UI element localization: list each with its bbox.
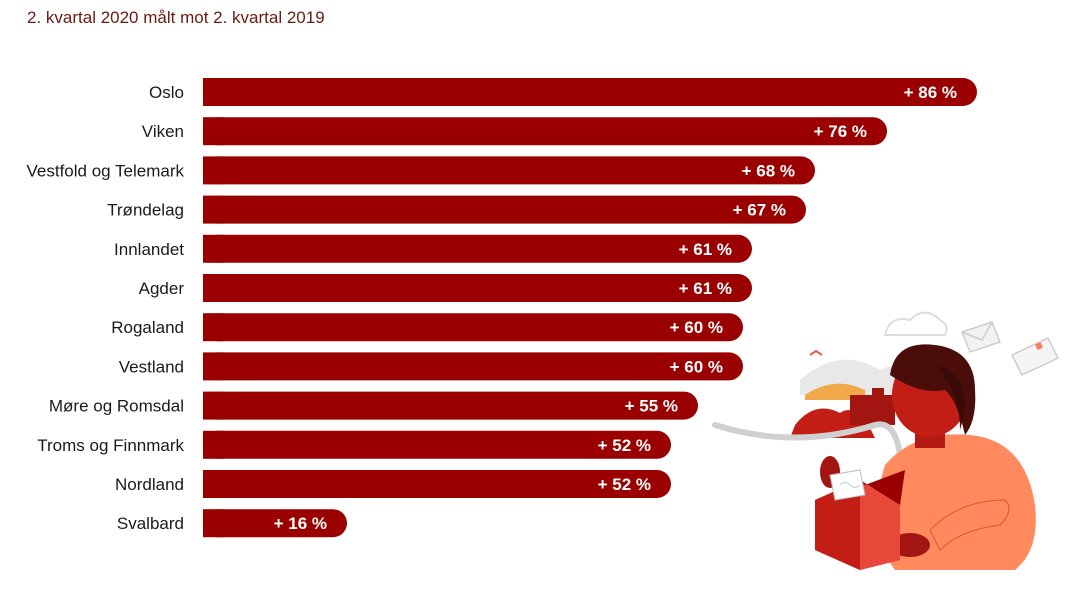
value-label: + 60 % bbox=[670, 318, 723, 337]
category-label: Agder bbox=[139, 279, 185, 298]
category-label: Trøndelag bbox=[107, 201, 184, 220]
bar bbox=[203, 313, 743, 342]
category-label: Vestland bbox=[119, 357, 184, 376]
value-label: + 16 % bbox=[274, 514, 327, 533]
category-label: Møre og Romsdal bbox=[49, 397, 184, 416]
value-label: + 52 % bbox=[598, 436, 651, 455]
bar bbox=[203, 391, 698, 420]
bar-left-edge bbox=[203, 117, 223, 146]
bar bbox=[203, 78, 977, 106]
bar-left-edge bbox=[203, 234, 223, 263]
bar-left-edge bbox=[203, 274, 223, 302]
category-label: Rogaland bbox=[111, 318, 184, 337]
bar bbox=[203, 234, 752, 263]
bar bbox=[203, 274, 752, 302]
bar bbox=[203, 156, 815, 185]
category-label: Nordland bbox=[115, 475, 184, 494]
bar bbox=[203, 195, 806, 224]
bar-left-edge bbox=[203, 195, 223, 224]
value-label: + 61 % bbox=[679, 240, 732, 259]
bar-left-edge bbox=[203, 470, 223, 498]
bar-left-edge bbox=[203, 78, 223, 106]
bar bbox=[203, 117, 887, 146]
bar bbox=[203, 352, 743, 381]
value-label: + 86 % bbox=[904, 83, 957, 102]
category-label: Vestfold og Telemark bbox=[27, 161, 185, 180]
value-label: + 61 % bbox=[679, 279, 732, 298]
category-label: Innlandet bbox=[114, 240, 184, 259]
value-label: + 52 % bbox=[598, 475, 651, 494]
category-label: Troms og Finnmark bbox=[37, 436, 184, 455]
bar bbox=[203, 470, 671, 498]
bar-left-edge bbox=[203, 430, 223, 459]
category-label: Viken bbox=[142, 122, 184, 141]
person-mailbox-illustration bbox=[712, 311, 1060, 570]
bar bbox=[203, 430, 671, 459]
value-label: + 76 % bbox=[814, 122, 867, 141]
bar-left-edge bbox=[203, 509, 223, 538]
value-label: + 60 % bbox=[670, 357, 723, 376]
category-label: Svalbard bbox=[117, 514, 184, 533]
bar bbox=[203, 509, 347, 538]
bar-left-edge bbox=[203, 156, 223, 185]
value-label: + 67 % bbox=[733, 201, 786, 220]
category-label: Oslo bbox=[149, 83, 184, 102]
bar-left-edge bbox=[203, 352, 223, 381]
bar-left-edge bbox=[203, 313, 223, 342]
bar-left-edge bbox=[203, 391, 223, 420]
value-label: + 55 % bbox=[625, 397, 678, 416]
chart-subtitle: 2. kvartal 2020 målt mot 2. kvartal 2019 bbox=[27, 8, 325, 27]
value-label: + 68 % bbox=[742, 161, 795, 180]
